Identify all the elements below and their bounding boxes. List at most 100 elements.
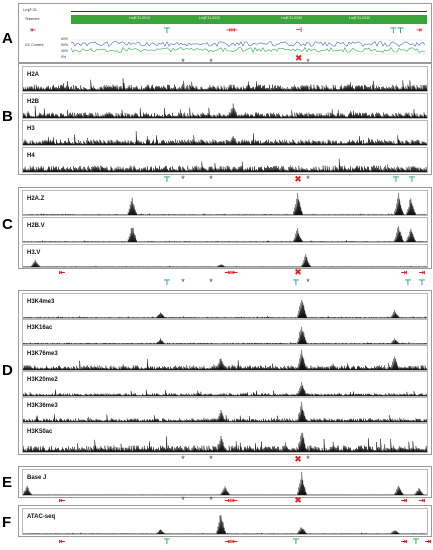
gene-label-3: LmjF.31.0030 <box>281 16 303 20</box>
gc-tick-60: 60% <box>61 37 69 41</box>
track-label: H3K76me3 <box>26 351 59 357</box>
panel-e-base-j: Base J <box>18 466 432 498</box>
signal-profile <box>23 78 427 91</box>
signal-profile <box>23 515 427 534</box>
marker-row-e: ⇤ * * ⇥⇤ ✖ ⇥ ⇥ <box>18 495 430 506</box>
tss-green-icon: ⊤ <box>163 278 171 287</box>
marker-row-b: ⊤ * * ✖ * ⊤ ⊤ <box>18 174 430 185</box>
panel-b-canonical-histones: H2A H2B H3 H4 <box>18 63 432 175</box>
strand-switch-x-icon: ✖ <box>295 53 303 63</box>
track-h3k4me3: H3K4me3 <box>22 293 428 319</box>
signal-profile <box>23 432 427 452</box>
gc-content-plot <box>71 39 426 55</box>
track-label: H2B.V <box>26 223 46 229</box>
signal-profile <box>23 300 427 318</box>
tss-green-icon: ⊤ <box>163 537 171 546</box>
tss-left-icon: ⇤ <box>58 268 66 277</box>
star-icon: * <box>181 57 185 67</box>
star-icon: * <box>181 277 185 287</box>
star-icon: * <box>306 57 310 67</box>
track-label: H2A <box>26 72 41 78</box>
track-label: H4 <box>26 153 36 159</box>
tss-red-icon: ⊣ <box>295 27 303 34</box>
track-h2b-v: H2B.V <box>22 217 428 243</box>
tss-green-icon: ⊤⊤ <box>389 26 405 35</box>
signal-profile <box>23 349 427 370</box>
panel-c-histone-variants: H2A.Z H2B.V H3.V <box>18 187 432 269</box>
signal-profile <box>23 326 427 344</box>
track-h2a-z: H2A.Z <box>22 190 428 216</box>
gc-tick-0: 0% <box>61 55 67 59</box>
track-label: H3 <box>26 126 36 132</box>
track-label: H3K16ac <box>26 325 54 331</box>
gene-track <box>71 15 427 24</box>
signal-profile <box>23 382 427 396</box>
tss-red-icon: ⇥⇤ <box>224 537 238 546</box>
panel-a-genome-browser: LmjF.31 LmjF.31.0010 LmjF.31.0020 LmjF.3… <box>18 3 432 63</box>
signal-profile <box>23 254 427 267</box>
tss-green-icon: ⊤ <box>163 175 171 184</box>
gc-tick-50: 50% <box>61 43 69 47</box>
tss-red-icon: ⇥ <box>400 537 408 546</box>
track-label: H3K4me3 <box>26 299 56 305</box>
signal-profile <box>23 226 427 242</box>
panel-letter-b: B <box>2 108 13 125</box>
marker-row-a: * * * <box>18 58 430 67</box>
tss-right-icon: ⇥ <box>418 496 426 505</box>
tss-red-icon: ⇥ <box>400 268 408 277</box>
tss-red-icon: ⇥⇤ <box>224 268 238 277</box>
tss-red-icon: ⇥⇤ <box>226 27 238 34</box>
panel-letter-c: C <box>2 216 13 233</box>
strand-switch-x-icon: ✖ <box>294 495 302 505</box>
coordinate-ruler <box>71 6 427 12</box>
tss-right-icon: ⇥ <box>424 537 432 546</box>
tss-green-icon: ⊤ <box>412 537 420 546</box>
track-h3k20me2: H3K20me2 <box>22 371 428 397</box>
track-label: Base J <box>26 475 48 481</box>
track-h2b: H2B <box>22 93 428 119</box>
panel-letter-e: E <box>2 474 13 491</box>
gene-label-2: LmjF.31.0020 <box>199 16 221 20</box>
panel-letter-a: A <box>2 30 13 47</box>
gc-tick-40: 40% <box>61 49 69 53</box>
tss-right-icon: ⇥ <box>418 268 426 277</box>
star-icon: * <box>209 277 213 287</box>
tss-right-icon: ⇥ <box>416 27 422 34</box>
signal-profile <box>23 131 427 145</box>
track-atac-seq: ATAC-seq <box>22 508 428 535</box>
signal-profile <box>23 158 427 172</box>
signal-profile <box>23 401 427 422</box>
tss-green-icon: ⊤ <box>292 278 300 287</box>
track-label: H3K36me3 <box>26 403 59 409</box>
panel-d-histone-modifications: H3K4me3 H3K16ac H3K76me3 H3K20me2 H3K36m… <box>18 290 432 455</box>
track-h2a: H2A <box>22 66 428 92</box>
track-label: H2B <box>26 99 41 105</box>
star-icon: * <box>209 57 213 67</box>
track-h4: H4 <box>22 147 428 173</box>
track-h3k36me3: H3K36me3 <box>22 397 428 423</box>
tss-left-icon: ⇤ <box>30 27 36 34</box>
track-label: H3.V <box>26 250 42 256</box>
strand-switch-x-icon: ✖ <box>294 267 302 277</box>
track-h3k76me3: H3K76me3 <box>22 345 428 371</box>
tss-green-icon: ⊤ <box>418 278 426 287</box>
tss-left-icon: ⇤ <box>58 537 66 546</box>
track-h3: H3 <box>22 120 428 146</box>
gc-content-label: GC Content <box>25 43 44 47</box>
panel-f-atac-seq: ATAC-seq <box>18 505 432 537</box>
star-icon: * <box>181 454 185 464</box>
panel-letter-f: F <box>2 514 12 531</box>
marker-row-c: ⇤ ⇥⇤ ✖ ⇥ ⇥ <box>18 267 430 278</box>
signal-profile <box>23 192 427 215</box>
track-h3-v: H3.V <box>22 244 428 268</box>
track-label: H3K50ac <box>26 429 54 435</box>
gene-label-4: LmjF.31.0040 <box>349 16 371 20</box>
star-icon: * <box>209 495 213 505</box>
marker-row-d: * * ✖ * <box>18 455 430 464</box>
signal-profile <box>23 471 427 495</box>
star-icon: * <box>209 454 213 464</box>
star-icon: * <box>181 174 185 184</box>
tss-green-icon: ⊤ <box>404 278 412 287</box>
star-icon: * <box>181 495 185 505</box>
tss-green-icon: ⊤ <box>292 537 300 546</box>
